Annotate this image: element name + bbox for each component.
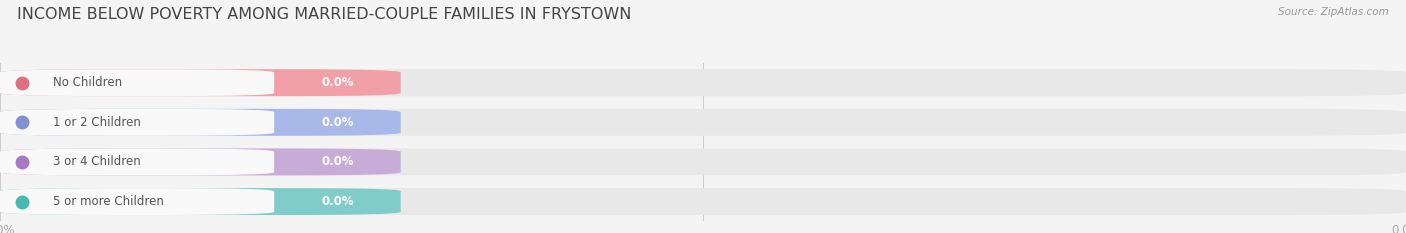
FancyBboxPatch shape: [0, 109, 274, 136]
Text: 0.0%: 0.0%: [321, 195, 354, 208]
FancyBboxPatch shape: [0, 188, 274, 215]
Text: 0.0%: 0.0%: [321, 155, 354, 168]
Text: 3 or 4 Children: 3 or 4 Children: [53, 155, 141, 168]
FancyBboxPatch shape: [0, 188, 1406, 215]
FancyBboxPatch shape: [0, 148, 274, 175]
Text: 5 or more Children: 5 or more Children: [53, 195, 165, 208]
Text: INCOME BELOW POVERTY AMONG MARRIED-COUPLE FAMILIES IN FRYSTOWN: INCOME BELOW POVERTY AMONG MARRIED-COUPL…: [17, 7, 631, 22]
FancyBboxPatch shape: [0, 69, 1406, 96]
Text: 0.0%: 0.0%: [321, 76, 354, 89]
FancyBboxPatch shape: [0, 109, 401, 136]
FancyBboxPatch shape: [0, 148, 401, 175]
FancyBboxPatch shape: [0, 148, 1406, 175]
FancyBboxPatch shape: [0, 69, 401, 96]
Text: 1 or 2 Children: 1 or 2 Children: [53, 116, 141, 129]
Text: No Children: No Children: [53, 76, 122, 89]
Text: 0.0%: 0.0%: [321, 116, 354, 129]
Text: Source: ZipAtlas.com: Source: ZipAtlas.com: [1278, 7, 1389, 17]
FancyBboxPatch shape: [0, 188, 401, 215]
FancyBboxPatch shape: [0, 109, 1406, 136]
FancyBboxPatch shape: [0, 69, 274, 96]
